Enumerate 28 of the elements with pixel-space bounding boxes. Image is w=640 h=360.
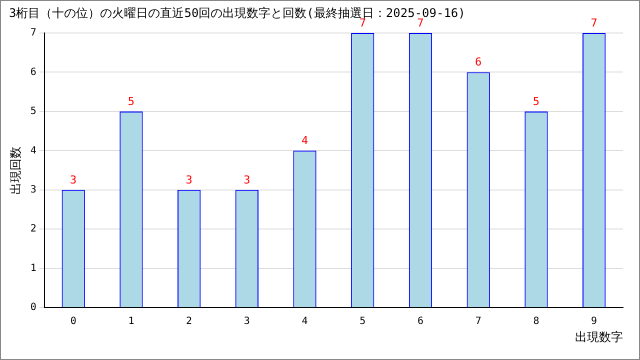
x-tick-label: 3 <box>244 316 250 328</box>
y-tick-label: 7 <box>30 28 36 39</box>
data-label: 4 <box>301 134 308 148</box>
data-label: 3 <box>70 173 77 186</box>
data-label: 3 <box>186 173 192 186</box>
y-tick-label: 3 <box>30 184 36 196</box>
x-tick-label: 7 <box>475 316 482 328</box>
data-label: 7 <box>590 16 598 30</box>
x-tick-label: 8 <box>533 316 540 328</box>
data-label: 3 <box>244 173 250 186</box>
data-label: 5 <box>128 94 135 108</box>
y-axis-title: 出現回数 <box>8 146 22 194</box>
x-tick-label: 4 <box>302 316 308 328</box>
x-tick-label: 9 <box>591 316 598 328</box>
data-label: 5 <box>532 94 540 108</box>
y-tick-label: 6 <box>30 66 36 78</box>
x-tick-label: 0 <box>70 316 76 328</box>
y-tick-label: 1 <box>30 262 36 274</box>
data-label: 6 <box>475 56 482 69</box>
x-tick-label: 6 <box>417 316 424 328</box>
y-tick-label: 0 <box>30 302 36 314</box>
x-tick-label: 1 <box>128 316 134 328</box>
x-tick-label: 5 <box>360 316 366 328</box>
y-tick-label: 5 <box>30 106 36 118</box>
y-tick-label: 2 <box>30 224 36 235</box>
y-tick-label: 4 <box>30 145 36 156</box>
x-axis-title: 出現数字 <box>575 330 623 344</box>
x-tick-label: 2 <box>186 316 192 328</box>
